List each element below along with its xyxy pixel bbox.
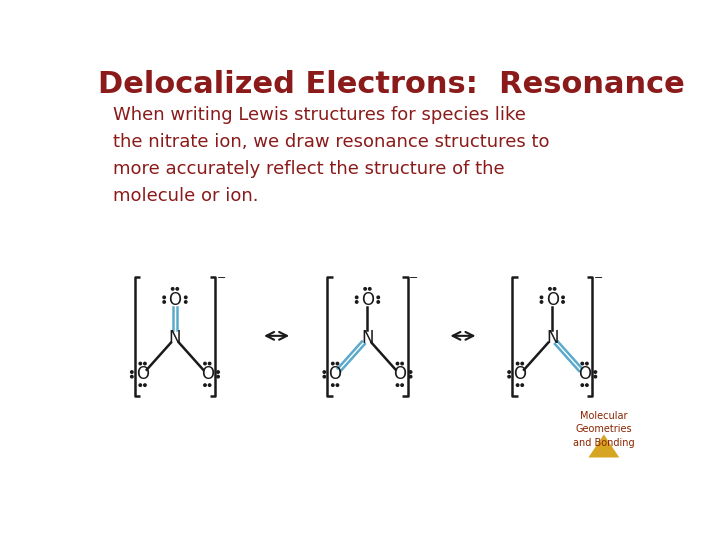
Circle shape <box>208 384 211 386</box>
Circle shape <box>144 362 146 365</box>
Text: Delocalized Electrons:  Resonance: Delocalized Electrons: Resonance <box>98 70 685 99</box>
Circle shape <box>176 288 179 290</box>
Circle shape <box>401 362 403 365</box>
Circle shape <box>508 375 510 378</box>
Circle shape <box>217 371 220 373</box>
Circle shape <box>336 384 338 386</box>
Circle shape <box>396 384 399 386</box>
Circle shape <box>204 362 206 365</box>
Circle shape <box>332 384 334 386</box>
Circle shape <box>410 375 412 378</box>
Circle shape <box>377 301 379 303</box>
Circle shape <box>369 288 371 290</box>
Circle shape <box>130 375 133 378</box>
Text: O: O <box>136 366 149 383</box>
Circle shape <box>581 362 583 365</box>
Circle shape <box>364 288 366 290</box>
Text: O: O <box>513 366 526 383</box>
Text: O: O <box>328 366 341 383</box>
Circle shape <box>356 296 358 299</box>
Circle shape <box>184 296 187 299</box>
Circle shape <box>377 296 379 299</box>
Circle shape <box>401 384 403 386</box>
Circle shape <box>208 362 211 365</box>
Circle shape <box>171 288 174 290</box>
Circle shape <box>549 288 552 290</box>
Text: When writing Lewis structures for species like
the nitrate ion, we draw resonanc: When writing Lewis structures for specie… <box>113 106 550 205</box>
Text: O: O <box>168 291 181 309</box>
Circle shape <box>332 362 334 365</box>
Circle shape <box>144 384 146 386</box>
Circle shape <box>554 288 556 290</box>
Circle shape <box>516 362 519 365</box>
Circle shape <box>356 301 358 303</box>
Text: −: − <box>217 273 226 284</box>
Circle shape <box>508 371 510 373</box>
Circle shape <box>594 375 597 378</box>
Circle shape <box>217 375 220 378</box>
Text: −: − <box>594 273 603 284</box>
Circle shape <box>581 384 583 386</box>
Circle shape <box>130 371 133 373</box>
Circle shape <box>562 301 564 303</box>
Circle shape <box>410 371 412 373</box>
Text: N: N <box>361 329 374 347</box>
Circle shape <box>540 301 543 303</box>
Circle shape <box>184 301 187 303</box>
Circle shape <box>521 384 523 386</box>
Circle shape <box>163 296 166 299</box>
Text: N: N <box>546 329 559 347</box>
Circle shape <box>204 384 206 386</box>
Text: Molecular
Geometries
and Bonding: Molecular Geometries and Bonding <box>573 411 634 448</box>
Circle shape <box>594 371 597 373</box>
Circle shape <box>396 362 399 365</box>
Text: O: O <box>546 291 559 309</box>
Text: O: O <box>578 366 591 383</box>
Text: O: O <box>393 366 406 383</box>
Circle shape <box>323 371 325 373</box>
Circle shape <box>336 362 338 365</box>
Circle shape <box>323 375 325 378</box>
Text: O: O <box>361 291 374 309</box>
Circle shape <box>585 362 588 365</box>
Circle shape <box>163 301 166 303</box>
Text: N: N <box>168 329 181 347</box>
Circle shape <box>521 362 523 365</box>
Text: −: − <box>409 273 418 284</box>
Polygon shape <box>588 434 619 457</box>
Text: O: O <box>201 366 214 383</box>
Circle shape <box>585 384 588 386</box>
Circle shape <box>516 384 519 386</box>
Circle shape <box>562 296 564 299</box>
Circle shape <box>139 362 142 365</box>
Circle shape <box>139 384 142 386</box>
Circle shape <box>540 296 543 299</box>
